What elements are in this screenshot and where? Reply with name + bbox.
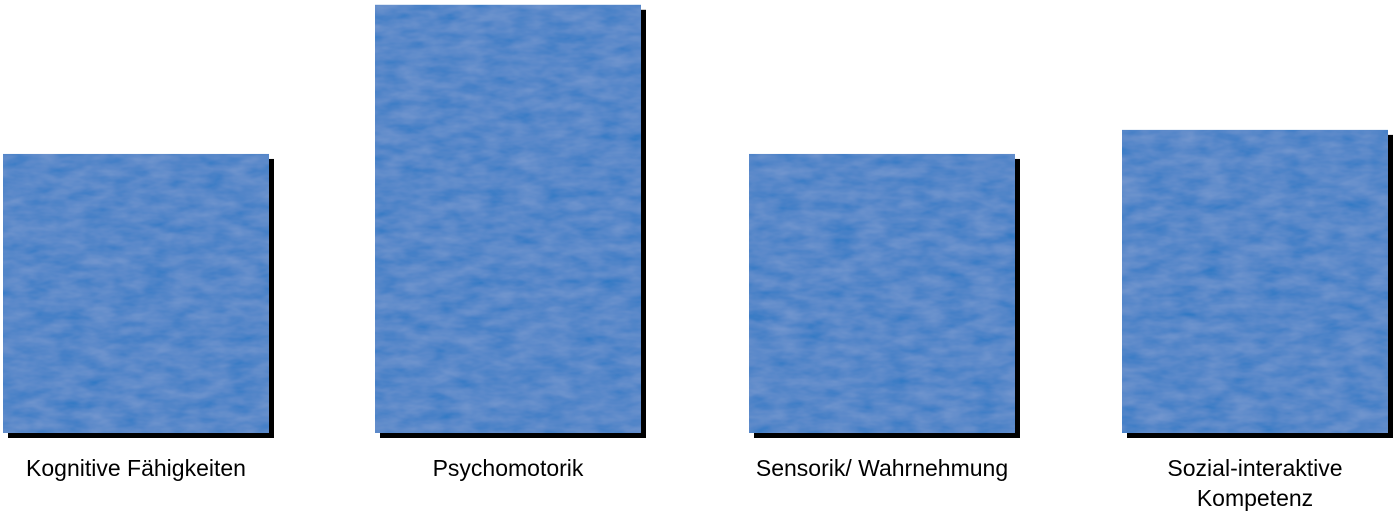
category-label-line: Sensorik/ Wahrnehmung [756,455,1008,481]
category-label: Sensorik/ Wahrnehmung [756,455,1008,481]
category-label: Sozial-interaktive Kompetenz [1167,455,1342,511]
category-label-line: Sozial-interaktive [1167,455,1342,481]
bar [3,153,269,433]
bar [749,153,1015,433]
category-label: Psychomotorik [433,455,584,481]
bar [375,4,641,434]
bar [1122,129,1388,433]
category-label: Kognitive Fähigkeiten [26,455,246,481]
category-label-line: Kognitive Fähigkeiten [26,455,246,481]
bars [3,4,1388,434]
category-labels: Kognitive Fähigkeiten Psychomotorik Sensor… [26,455,1343,511]
category-label-line: Kompetenz [1197,485,1313,511]
category-label-line: Psychomotorik [433,455,584,481]
